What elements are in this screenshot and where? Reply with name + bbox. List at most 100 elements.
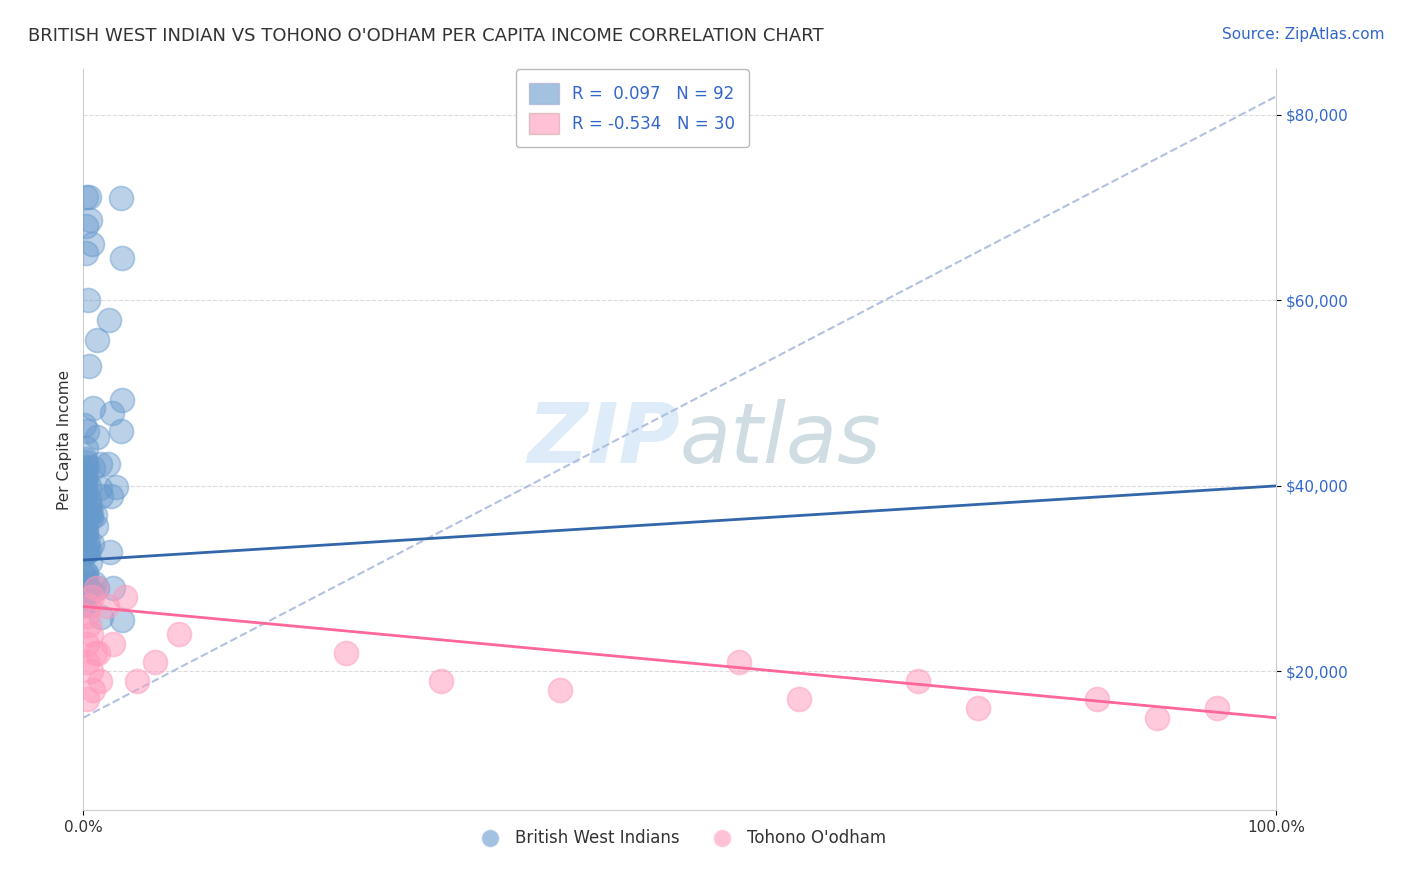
Point xyxy=(82,537,104,551)
Point xyxy=(76,537,98,551)
Point xyxy=(89,457,111,471)
Point xyxy=(907,673,929,688)
Point xyxy=(101,406,124,420)
Point xyxy=(97,313,120,327)
Point xyxy=(75,468,97,483)
Point xyxy=(75,575,97,590)
Point xyxy=(89,481,111,495)
Point xyxy=(101,582,124,596)
Point xyxy=(104,480,127,494)
Point xyxy=(77,479,100,493)
Point xyxy=(101,636,124,650)
Point xyxy=(75,545,97,559)
Point xyxy=(82,682,104,697)
Point xyxy=(76,545,98,559)
Point xyxy=(72,518,94,533)
Point xyxy=(75,544,97,558)
Point xyxy=(77,580,100,594)
Point xyxy=(73,545,96,559)
Point xyxy=(72,512,94,526)
Point xyxy=(75,442,97,456)
Point xyxy=(77,543,100,558)
Point xyxy=(75,526,97,541)
Point xyxy=(83,646,105,660)
Point xyxy=(98,545,121,559)
Point xyxy=(73,540,96,554)
Point xyxy=(76,459,98,474)
Point xyxy=(73,525,96,540)
Point xyxy=(73,568,96,582)
Point xyxy=(77,599,100,614)
Point xyxy=(96,599,118,614)
Y-axis label: Per Capita Income: Per Capita Income xyxy=(58,369,72,509)
Point xyxy=(79,507,101,521)
Point xyxy=(75,246,97,260)
Point xyxy=(90,610,112,624)
Point xyxy=(111,251,134,265)
Point xyxy=(76,512,98,526)
Point xyxy=(79,213,101,227)
Point xyxy=(100,490,122,504)
Point xyxy=(84,508,107,522)
Point xyxy=(728,655,751,669)
Point xyxy=(79,493,101,508)
Point xyxy=(75,473,97,487)
Point xyxy=(77,498,100,512)
Point xyxy=(72,493,94,508)
Point xyxy=(167,627,190,641)
Point xyxy=(787,692,810,706)
Point xyxy=(86,581,108,595)
Point xyxy=(75,585,97,599)
Point xyxy=(111,613,134,627)
Point xyxy=(87,646,110,660)
Point xyxy=(76,655,98,669)
Point xyxy=(143,655,166,669)
Point xyxy=(73,455,96,469)
Point xyxy=(90,489,112,503)
Point xyxy=(77,618,100,632)
Point xyxy=(79,500,101,515)
Point xyxy=(79,555,101,569)
Point xyxy=(1085,692,1108,706)
Point xyxy=(79,190,101,204)
Point xyxy=(80,507,103,521)
Point xyxy=(73,499,96,513)
Point xyxy=(114,590,136,604)
Point xyxy=(79,665,101,679)
Point xyxy=(73,452,96,467)
Point xyxy=(80,585,103,599)
Point xyxy=(82,401,104,416)
Text: Source: ZipAtlas.com: Source: ZipAtlas.com xyxy=(1222,27,1385,42)
Point xyxy=(73,517,96,532)
Point xyxy=(73,506,96,520)
Point xyxy=(80,627,103,641)
Point xyxy=(75,486,97,500)
Point xyxy=(73,597,96,611)
Point xyxy=(430,673,453,688)
Point xyxy=(967,701,990,715)
Point xyxy=(73,484,96,499)
Point xyxy=(86,581,108,595)
Point xyxy=(76,508,98,523)
Point xyxy=(80,236,103,251)
Point xyxy=(73,466,96,480)
Point xyxy=(73,472,96,486)
Point xyxy=(77,359,100,373)
Point xyxy=(72,598,94,612)
Point xyxy=(73,461,96,475)
Point xyxy=(76,692,98,706)
Text: ZIP: ZIP xyxy=(527,399,679,480)
Point xyxy=(1205,701,1227,715)
Point xyxy=(86,430,108,444)
Point xyxy=(77,582,100,597)
Text: atlas: atlas xyxy=(679,399,882,480)
Point xyxy=(76,425,98,439)
Point xyxy=(73,499,96,513)
Point xyxy=(73,418,96,433)
Point xyxy=(73,569,96,583)
Point xyxy=(110,424,132,438)
Point xyxy=(76,608,98,623)
Point xyxy=(86,333,108,347)
Point xyxy=(125,673,148,688)
Point xyxy=(76,293,98,308)
